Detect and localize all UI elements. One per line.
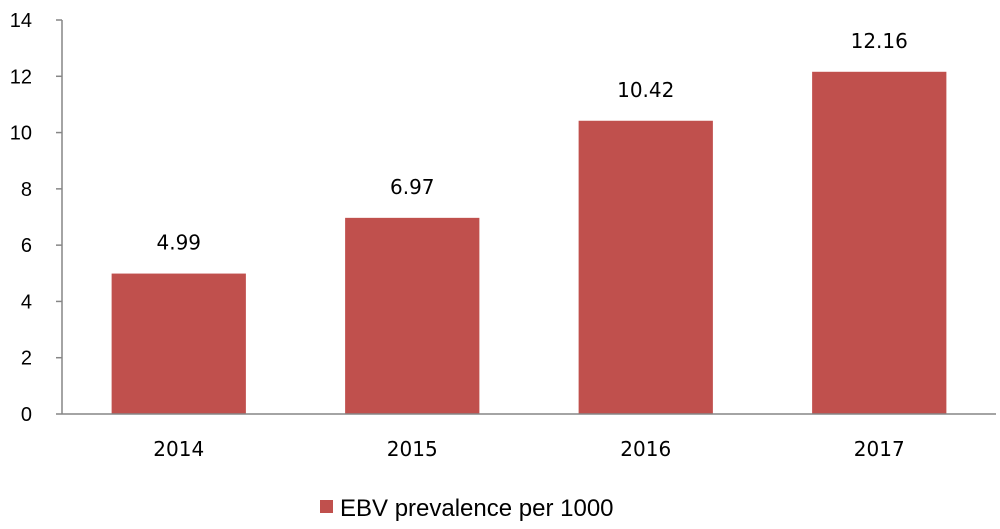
bar-2017 bbox=[812, 71, 947, 414]
data-label-2017: 12.16 bbox=[851, 29, 908, 53]
y-tick-label: 10 bbox=[10, 123, 32, 145]
x-tick-label-2015: 2015 bbox=[387, 437, 438, 461]
y-tick-label: 0 bbox=[21, 404, 32, 426]
y-tick-label: 8 bbox=[21, 179, 32, 201]
bar-2016 bbox=[578, 120, 713, 414]
bars bbox=[111, 71, 947, 414]
y-tick-label: 4 bbox=[21, 291, 32, 313]
data-label-2016: 10.42 bbox=[617, 78, 674, 102]
y-tick-label: 12 bbox=[10, 66, 32, 88]
data-label-2014: 4.99 bbox=[156, 231, 201, 255]
y-tick-label: 6 bbox=[21, 235, 32, 257]
legend-swatch bbox=[320, 500, 333, 513]
legend: EBV prevalence per 1000 bbox=[320, 495, 614, 522]
bar-2015 bbox=[345, 217, 480, 414]
data-label-2015: 6.97 bbox=[390, 175, 435, 199]
x-tick-label-2017: 2017 bbox=[854, 437, 905, 461]
x-axis-labels: 2014 2015 2016 2017 bbox=[153, 437, 904, 461]
bar-2014 bbox=[111, 273, 246, 414]
x-tick-label-2014: 2014 bbox=[153, 437, 204, 461]
y-axis-ticks: 0 2 4 6 8 10 12 14 bbox=[10, 10, 62, 426]
y-tick-label: 14 bbox=[10, 10, 32, 32]
x-tick-label-2016: 2016 bbox=[620, 437, 671, 461]
legend-label: EBV prevalence per 1000 bbox=[340, 495, 614, 522]
y-tick-label: 2 bbox=[21, 348, 32, 370]
data-labels: 4.99 6.97 10.42 12.16 bbox=[156, 29, 907, 255]
